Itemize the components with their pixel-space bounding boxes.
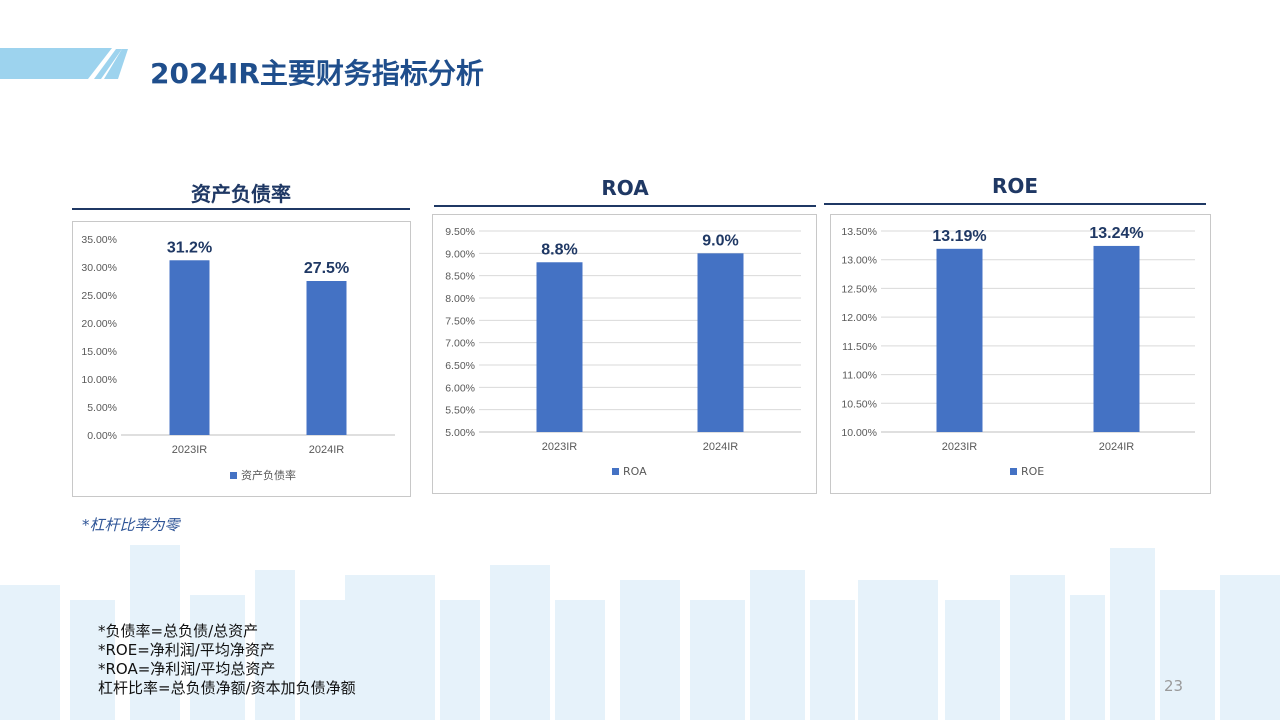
formula-notes: *负债率=总负债/总资产 *ROE=净利润/平均净资产 *ROA=净利润/平均总… (98, 622, 356, 698)
y-tick-label: 12.00% (841, 312, 877, 324)
header-stripe-decoration (0, 48, 128, 79)
y-tick-label: 10.00% (841, 427, 877, 439)
data-label: 13.19% (932, 228, 986, 245)
formula-roe: *ROE=净利润/平均净资产 (98, 641, 275, 659)
x-tick-label: 2024IR (1099, 441, 1135, 453)
y-tick-label: 20.00% (81, 318, 117, 330)
legend-swatch (230, 472, 237, 479)
chart-roa-plot: 5.00% 5.50% 6.00% 6.50% 7.00% 7.50% 8.00% 8.50%… (445, 226, 801, 478)
y-tick-label: 9.00% (445, 248, 475, 260)
y-tick-label: 25.00% (81, 290, 117, 302)
chart-debt-ratio-plot: 0.00% 5.00% 10.00% 15.00% 20.00% 25.00% 30.00%… (81, 234, 395, 482)
x-tick-label: 2024IR (309, 444, 345, 456)
data-label: 8.8% (541, 241, 577, 258)
formula-roa: *ROA=净利润/平均总资产 (98, 660, 276, 678)
data-label: 9.0% (702, 232, 738, 249)
legend-swatch (612, 468, 619, 475)
heading-rule (434, 205, 816, 207)
legend-label: ROE (1021, 465, 1044, 478)
y-tick-label: 8.50% (445, 271, 475, 283)
y-tick-label: 9.50% (445, 226, 475, 238)
y-tick-label: 5.50% (445, 405, 475, 417)
y-tick-label: 0.00% (87, 430, 117, 442)
y-tick-label: 13.00% (841, 255, 877, 267)
chart-roe-plot: 10.00% 10.50% 11.00% 11.50% 12.00% 12.50% 13.0… (841, 225, 1195, 478)
chart-roe: 10.00% 10.50% 11.00% 11.50% 12.00% 12.50% 13.0… (830, 214, 1211, 494)
y-tick-label: 7.00% (445, 338, 475, 350)
bar (697, 253, 744, 432)
data-label: 13.24% (1089, 225, 1143, 242)
x-tick-label: 2023IR (942, 441, 978, 453)
y-tick-label: 6.50% (445, 360, 475, 372)
page-number: 23 (1164, 677, 1184, 695)
chart-debt-ratio: 0.00% 5.00% 10.00% 15.00% 20.00% 25.00% 30.00%… (72, 221, 411, 497)
leverage-note: *杠杆比率为零 (82, 516, 180, 534)
bar (936, 248, 983, 432)
y-tick-label: 7.50% (445, 315, 475, 327)
chart-heading-roa: ROA (601, 176, 649, 200)
bar (306, 281, 347, 435)
x-tick-label: 2023IR (172, 444, 208, 456)
y-tick-label: 12.50% (841, 283, 877, 295)
formula-leverage: 杠杆比率=总负债净额/资本加负债净额 (98, 679, 356, 697)
slide-title: 2024IR主要财务指标分析 (150, 57, 484, 90)
y-tick-label: 6.00% (445, 382, 475, 394)
data-label: 27.5% (304, 260, 349, 277)
legend-label: ROA (623, 465, 647, 478)
data-label: 31.2% (167, 239, 212, 256)
x-tick-label: 2024IR (703, 441, 739, 453)
legend-label: 资产负债率 (241, 468, 296, 482)
y-tick-label: 35.00% (81, 234, 117, 246)
y-tick-label: 13.50% (841, 226, 877, 238)
y-tick-label: 30.00% (81, 262, 117, 274)
x-tick-label: 2023IR (542, 441, 578, 453)
bar (1093, 245, 1140, 432)
y-tick-label: 5.00% (445, 427, 475, 439)
legend-swatch (1010, 468, 1017, 475)
heading-rule (72, 208, 410, 210)
chart-heading-debt-ratio: 资产负债率 (191, 182, 291, 206)
y-tick-label: 5.00% (87, 402, 117, 414)
y-tick-label: 10.00% (81, 374, 117, 386)
y-tick-label: 11.00% (842, 370, 877, 382)
y-tick-label: 8.00% (445, 293, 475, 305)
y-tick-label: 11.50% (842, 341, 877, 353)
formula-debt-ratio: *负债率=总负债/总资产 (98, 622, 259, 640)
bar (169, 260, 210, 435)
chart-roa: 5.00% 5.50% 6.00% 6.50% 7.00% 7.50% 8.00% 8.50%… (432, 214, 817, 494)
chart-heading-roe: ROE (991, 174, 1039, 198)
heading-rule (824, 203, 1206, 205)
y-tick-label: 10.50% (841, 398, 877, 410)
bar (536, 262, 583, 432)
y-tick-label: 15.00% (81, 346, 117, 358)
